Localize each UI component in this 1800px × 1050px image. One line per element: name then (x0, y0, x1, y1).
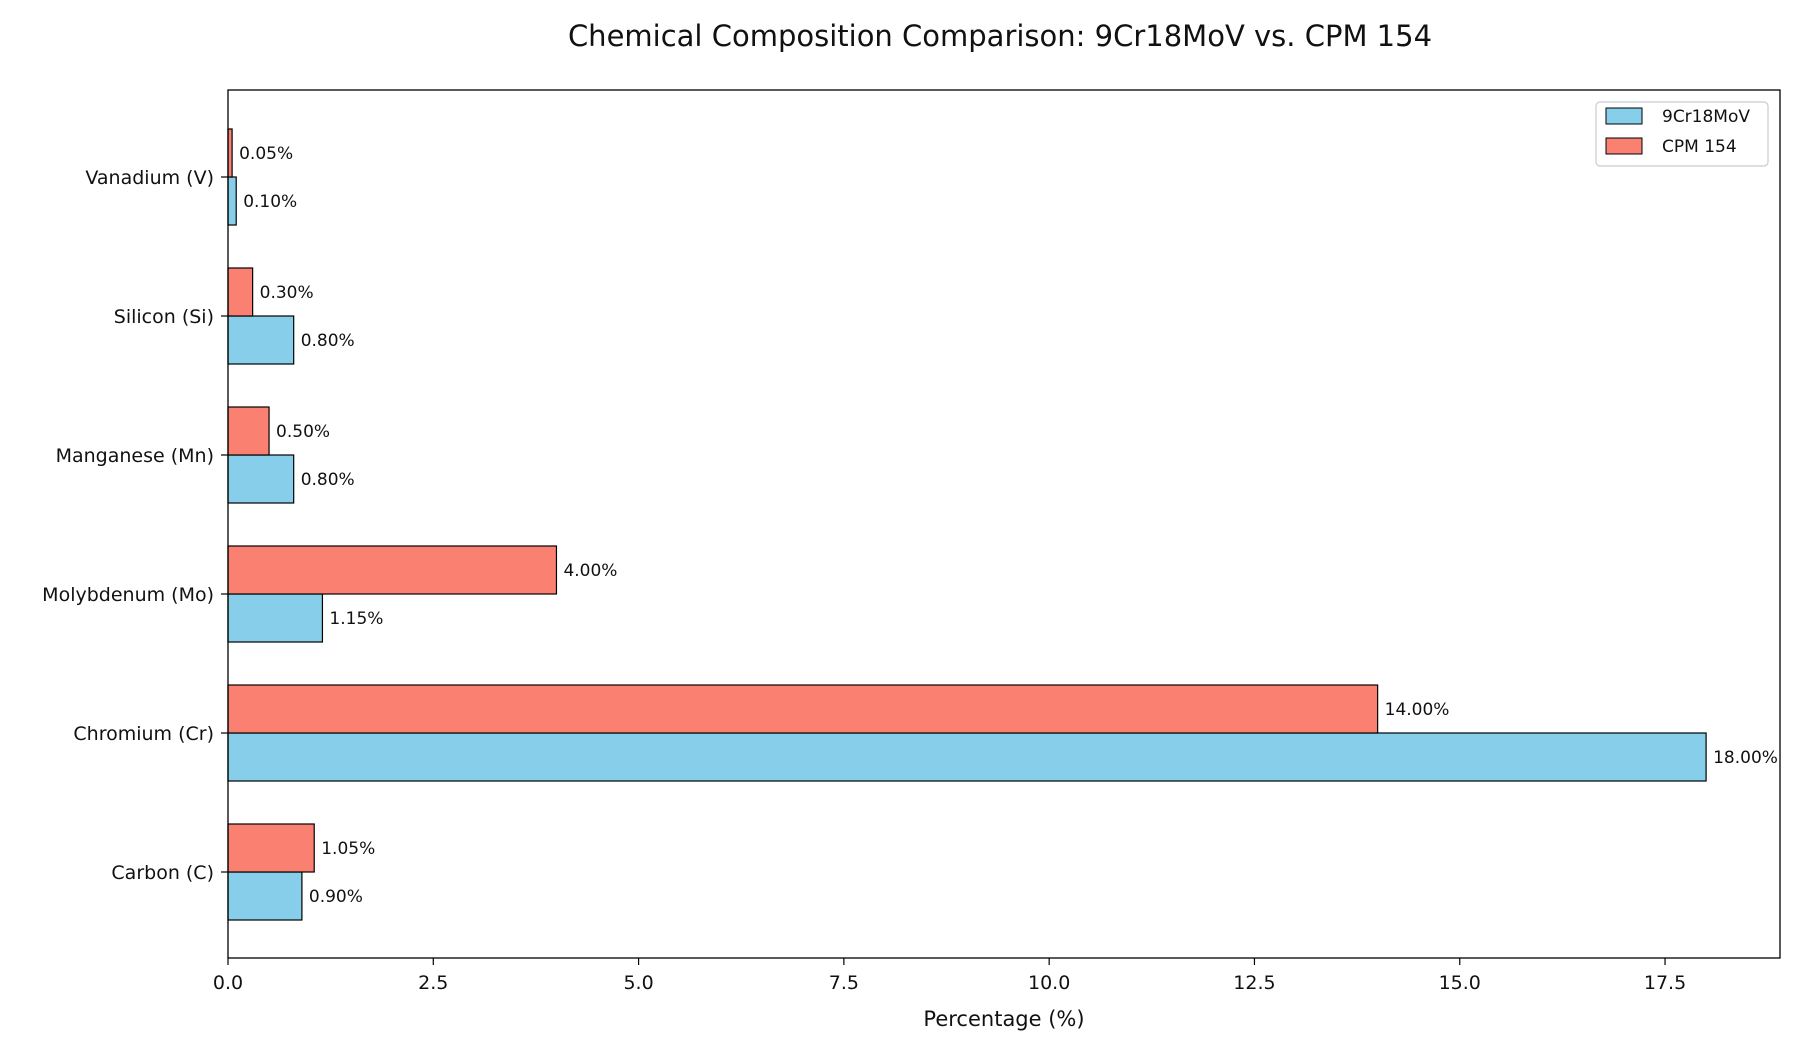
y-tick-label-manganese-mn: Manganese (Mn) (56, 445, 214, 467)
x-axis-ticks: 0.0 2.5 5.0 7.5 10.0 12.5 15.0 17.5 (213, 958, 1686, 994)
bar-cpm-154-molybdenum-mo (227, 545, 558, 595)
data-label-9cr18mov-manganese-mn: 0.80% (301, 470, 355, 490)
y-tick-label-molybdenum-mo: Molybdenum (Mo) (42, 584, 214, 606)
data-label-9cr18mov-vanadium-v: 0.10% (243, 192, 297, 212)
data-label-cpm-154-chromium-cr: 14.00% (1385, 700, 1450, 720)
bar-cpm-154-silicon-si (227, 267, 254, 317)
plot-frame (227, 89, 1781, 959)
chart-title: Chemical Composition Comparison: 9Cr18Mo… (568, 19, 1432, 53)
bar-9cr18mov-carbon-c (227, 871, 303, 921)
data-label-9cr18mov-silicon-si: 0.80% (301, 331, 355, 351)
bar-9cr18mov-molybdenum-mo (227, 593, 324, 643)
bar-9cr18mov-manganese-mn (227, 454, 295, 504)
bar-9cr18mov-vanadium-v (227, 176, 237, 226)
y-tick-label-silicon-si: Silicon (Si) (114, 306, 214, 328)
legend: 9Cr18MoV CPM 154 (1595, 101, 1769, 167)
data-label-9cr18mov-chromium-cr: 18.00% (1713, 748, 1778, 768)
bar-cpm-154-manganese-mn (227, 406, 270, 456)
bar-9cr18mov-silicon-si (227, 315, 295, 365)
y-tick-label-vanadium-v: Vanadium (V) (85, 167, 214, 189)
legend-label-cpm154: CPM 154 (1662, 137, 1737, 157)
x-tick-label: 10.0 (1028, 972, 1070, 994)
y-axis-ticks: Carbon (C) Chromium (Cr) Molybdenum (Mo) Ma… (42, 167, 228, 884)
x-tick-label: 7.5 (829, 972, 859, 994)
x-axis-label: Percentage (%) (923, 1007, 1084, 1031)
legend-swatch-9cr18mov (1605, 107, 1643, 125)
x-tick-label: 5.0 (623, 972, 653, 994)
x-tick-label: 15.0 (1439, 972, 1481, 994)
data-label-cpm-154-vanadium-v: 0.05% (239, 144, 293, 164)
data-label-cpm-154-manganese-mn: 0.50% (276, 422, 330, 442)
bars (227, 128, 1707, 921)
data-label-9cr18mov-carbon-c: 0.90% (309, 887, 363, 907)
x-tick-label: 0.0 (213, 972, 243, 994)
x-tick-label: 12.5 (1233, 972, 1275, 994)
y-tick-label-chromium-cr: Chromium (Cr) (73, 723, 214, 745)
data-label-cpm-154-silicon-si: 0.30% (260, 283, 314, 303)
data-label-9cr18mov-molybdenum-mo: 1.15% (329, 609, 383, 629)
data-labels: 0.90% 18.00% 1.15% 0.80% 0.80% 0.10% 1.05% 14.0… (239, 144, 1778, 907)
legend-swatch-cpm154 (1605, 137, 1643, 155)
legend-label-9cr18mov: 9Cr18MoV (1662, 107, 1750, 127)
bar-cpm-154-carbon-c (227, 823, 315, 873)
bar-cpm-154-chromium-cr (227, 684, 1379, 734)
data-label-cpm-154-molybdenum-mo: 4.00% (563, 561, 617, 581)
data-label-cpm-154-carbon-c: 1.05% (321, 839, 375, 859)
bar-9cr18mov-chromium-cr (227, 732, 1707, 782)
y-tick-label-carbon-c: Carbon (C) (111, 862, 214, 884)
x-tick-label: 17.5 (1644, 972, 1686, 994)
x-tick-label: 2.5 (418, 972, 448, 994)
